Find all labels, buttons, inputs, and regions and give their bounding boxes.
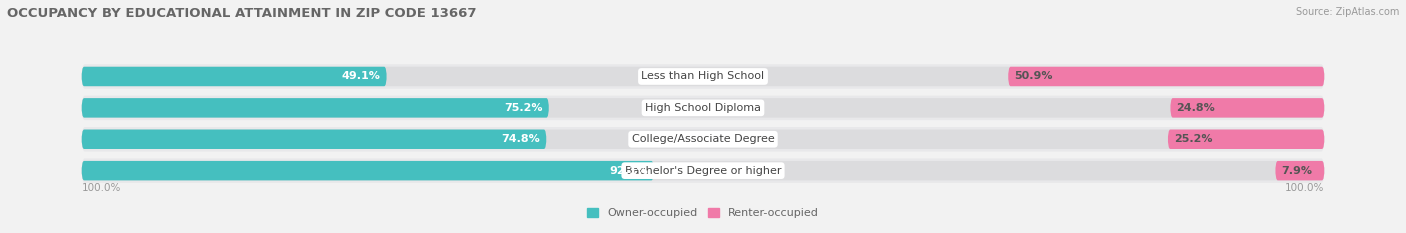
Text: 100.0%: 100.0% — [1285, 183, 1324, 193]
Text: 49.1%: 49.1% — [342, 72, 381, 82]
Text: Less than High School: Less than High School — [641, 72, 765, 82]
FancyBboxPatch shape — [82, 130, 1324, 149]
Text: 75.2%: 75.2% — [505, 103, 543, 113]
FancyBboxPatch shape — [1170, 98, 1324, 118]
FancyBboxPatch shape — [1168, 130, 1324, 149]
Text: 7.9%: 7.9% — [1281, 166, 1313, 176]
Text: High School Diploma: High School Diploma — [645, 103, 761, 113]
FancyBboxPatch shape — [82, 161, 654, 180]
FancyBboxPatch shape — [82, 98, 548, 118]
Text: 100.0%: 100.0% — [82, 183, 121, 193]
Text: OCCUPANCY BY EDUCATIONAL ATTAINMENT IN ZIP CODE 13667: OCCUPANCY BY EDUCATIONAL ATTAINMENT IN Z… — [7, 7, 477, 20]
FancyBboxPatch shape — [82, 64, 1324, 89]
Text: College/Associate Degree: College/Associate Degree — [631, 134, 775, 144]
Text: 92.1%: 92.1% — [609, 166, 648, 176]
Text: 24.8%: 24.8% — [1177, 103, 1215, 113]
Legend: Owner-occupied, Renter-occupied: Owner-occupied, Renter-occupied — [586, 208, 820, 218]
Text: 74.8%: 74.8% — [502, 134, 540, 144]
Text: Bachelor's Degree or higher: Bachelor's Degree or higher — [624, 166, 782, 176]
FancyBboxPatch shape — [1275, 161, 1324, 180]
FancyBboxPatch shape — [1008, 67, 1324, 86]
FancyBboxPatch shape — [82, 96, 1324, 120]
FancyBboxPatch shape — [82, 67, 387, 86]
Text: 50.9%: 50.9% — [1014, 72, 1053, 82]
FancyBboxPatch shape — [82, 67, 1324, 86]
Text: 25.2%: 25.2% — [1174, 134, 1212, 144]
FancyBboxPatch shape — [82, 130, 547, 149]
FancyBboxPatch shape — [82, 98, 1324, 118]
FancyBboxPatch shape — [82, 158, 1324, 183]
FancyBboxPatch shape — [82, 161, 1324, 180]
Text: Source: ZipAtlas.com: Source: ZipAtlas.com — [1295, 7, 1399, 17]
FancyBboxPatch shape — [82, 127, 1324, 151]
